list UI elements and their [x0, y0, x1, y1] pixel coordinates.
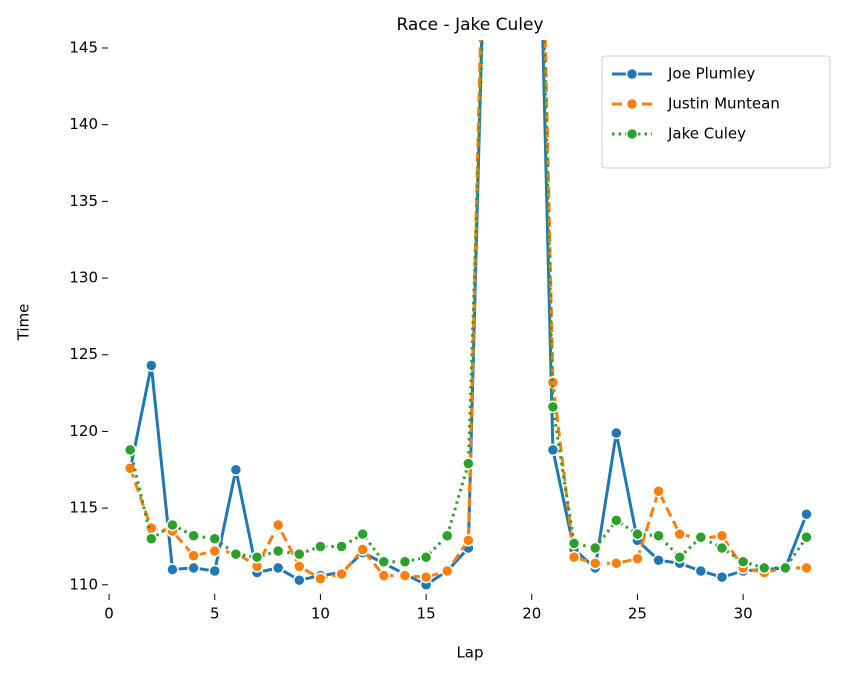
data-point [187, 561, 200, 575]
data-point [356, 543, 369, 556]
x-tick-label: 15 [417, 605, 436, 623]
data-point [293, 560, 306, 573]
y-tick-label: 110 [69, 575, 98, 593]
data-point [652, 554, 665, 567]
data-point [166, 518, 179, 532]
data-point [779, 561, 792, 575]
data-point [631, 552, 644, 565]
data-point [419, 570, 433, 584]
data-point [293, 573, 306, 587]
data-point [800, 561, 813, 575]
plot-area [123, 40, 813, 592]
data-point [588, 557, 602, 570]
data-point [271, 544, 285, 558]
data-point [293, 547, 306, 561]
data-point [546, 443, 560, 457]
y-tick-label: 140 [69, 115, 98, 133]
y-axis-label: Time [15, 304, 33, 342]
data-point [145, 359, 158, 372]
data-point [673, 550, 686, 564]
y-tick-label: 125 [69, 345, 98, 363]
data-point [440, 529, 454, 542]
data-point [208, 564, 221, 578]
data-point [335, 540, 348, 553]
data-point [145, 532, 158, 546]
x-axis-label: Lap [456, 644, 483, 662]
data-point [631, 527, 644, 541]
data-point [462, 534, 475, 547]
legend-label: Joe Plumley [667, 65, 755, 83]
data-point [694, 531, 708, 544]
data-point [271, 561, 285, 575]
data-point [673, 527, 686, 541]
data-point [335, 567, 348, 581]
y-tick-label: 135 [69, 192, 98, 210]
y-tick-label: 130 [69, 269, 98, 287]
data-point [800, 531, 813, 544]
data-point [610, 514, 623, 527]
data-point [567, 550, 581, 564]
legend-box [601, 55, 831, 169]
data-point [546, 400, 560, 414]
data-point [715, 541, 729, 555]
chart-title: Race - Jake Culey [396, 15, 543, 35]
data-point [314, 540, 327, 553]
data-point [462, 457, 475, 470]
data-point [208, 532, 221, 546]
data-point [567, 537, 581, 550]
legend: Joe Plumley Justin Muntean Jake Culey [601, 55, 831, 169]
data-point [356, 527, 369, 541]
data-point [398, 569, 412, 582]
legend-label: Justin Muntean [667, 95, 780, 113]
data-point [271, 518, 285, 532]
data-point [800, 507, 813, 521]
x-tick-label: 10 [311, 605, 330, 623]
data-point [694, 564, 708, 578]
data-point [588, 541, 602, 555]
data-point [123, 461, 137, 475]
legend-marker [625, 97, 639, 111]
y-tick-label: 115 [69, 499, 98, 517]
y-tick-label: 145 [69, 39, 98, 57]
x-tick-label: 5 [210, 605, 220, 623]
data-point [715, 529, 729, 542]
data-point [652, 484, 665, 498]
x-tick-label: 30 [734, 605, 753, 623]
data-point [419, 550, 433, 564]
data-point [398, 555, 412, 569]
series-line [128, 40, 807, 581]
legend-marker [625, 67, 639, 81]
data-point [610, 426, 623, 440]
data-point [652, 529, 665, 542]
data-point [208, 544, 221, 558]
data-point [229, 547, 243, 561]
data-point [715, 570, 729, 584]
data-point [123, 443, 137, 457]
data-point [377, 569, 391, 582]
data-point [250, 550, 264, 564]
data-point [610, 557, 623, 570]
legend-label: Jake Culey [667, 125, 746, 143]
data-point [229, 463, 243, 477]
data-point [377, 555, 391, 569]
data-point [166, 563, 179, 576]
data-point [736, 555, 750, 569]
data-point [440, 564, 454, 578]
y-tick-label: 120 [69, 422, 98, 440]
legend-marker [625, 127, 639, 141]
x-tick-label: 20 [522, 605, 541, 623]
data-point [187, 529, 200, 542]
data-point [314, 572, 327, 585]
data-point [187, 549, 200, 562]
x-tick-label: 25 [628, 605, 647, 623]
x-tick-label: 0 [104, 605, 114, 623]
data-point [758, 561, 771, 575]
